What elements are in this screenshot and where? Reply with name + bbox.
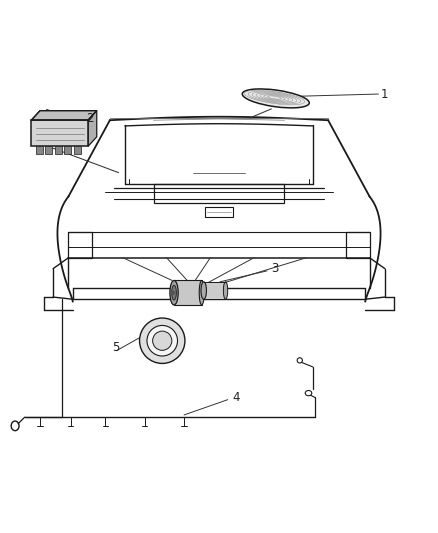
Bar xyxy=(204,282,226,299)
Bar xyxy=(55,147,62,154)
Bar xyxy=(346,231,370,258)
Bar xyxy=(153,183,285,203)
Bar xyxy=(74,147,81,154)
Ellipse shape xyxy=(223,282,228,299)
Ellipse shape xyxy=(201,282,206,299)
Circle shape xyxy=(171,290,175,295)
Bar xyxy=(172,280,202,305)
Bar xyxy=(45,147,52,154)
Circle shape xyxy=(147,326,177,356)
Ellipse shape xyxy=(199,280,204,305)
Bar xyxy=(35,147,42,154)
Ellipse shape xyxy=(242,89,309,108)
Text: 1: 1 xyxy=(381,87,388,101)
Bar xyxy=(31,120,88,147)
Text: 4: 4 xyxy=(232,391,240,404)
Bar xyxy=(68,231,92,258)
Text: 2: 2 xyxy=(86,111,93,125)
Circle shape xyxy=(140,318,185,364)
Ellipse shape xyxy=(170,280,178,305)
Bar xyxy=(64,147,71,154)
Circle shape xyxy=(152,331,172,350)
Text: 5: 5 xyxy=(112,341,120,354)
Polygon shape xyxy=(31,111,97,120)
Ellipse shape xyxy=(172,285,177,300)
Bar xyxy=(205,207,233,217)
Polygon shape xyxy=(88,111,97,147)
Text: 3: 3 xyxy=(272,262,279,275)
